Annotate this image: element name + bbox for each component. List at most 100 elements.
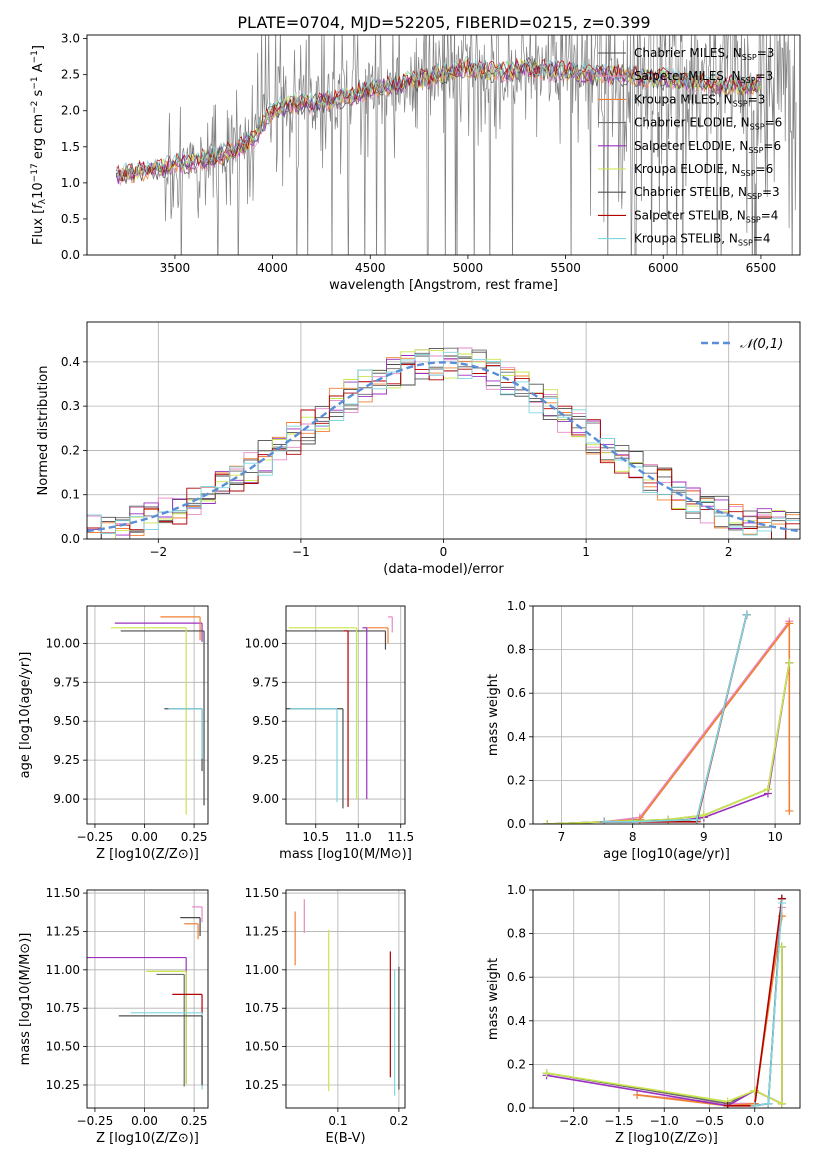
axes-frame [285, 889, 406, 1109]
y-tick-label: 9.75 [252, 675, 279, 689]
weight-marker [699, 811, 708, 820]
legend-label-2: Salpeter MILES, NSSP=3 [634, 69, 773, 85]
y-tick-label: 11.00 [245, 963, 279, 977]
plot-area [115, 35, 797, 255]
data-spectrum-line [116, 35, 797, 255]
weight-marker [600, 817, 609, 824]
weight-marker [785, 806, 794, 815]
y-tick-label: 1.0 [507, 599, 526, 613]
x-tick-label: −0.5 [695, 1114, 724, 1128]
y-tick-label: 10.00 [46, 636, 80, 650]
x-tick-label: 0.25 [181, 1114, 208, 1128]
y-tick-label: 0.0 [507, 1101, 526, 1115]
weight-marker [633, 1090, 642, 1099]
y-tick-label: 10.50 [245, 1040, 279, 1054]
x-axis-label: Z [log10(Z/Z⊙)] [615, 1131, 718, 1146]
y-tick-label: 9.00 [252, 792, 279, 806]
weight-marker [628, 817, 637, 824]
panel-spectrum: 3500 4000 4500 5000 5500 6000 6500 0.0 0.5 1.0 1.5… [30, 32, 801, 293]
weight-marker [777, 1099, 786, 1108]
x-tick-label: −1.5 [604, 1114, 633, 1128]
panel-mass-vs-EBV: 0.1 0.2 10.25 10.50 10.75 11.00 11.25 11.50 E(B-… [245, 886, 409, 1146]
y-tick-label: 0.1 [61, 488, 80, 502]
x-tick-label: −1 [292, 545, 310, 559]
y-tick-label: 0.4 [507, 1014, 526, 1028]
x-tick-label: −1.0 [650, 1114, 679, 1128]
legend-label-8: Salpeter STELIB, NSSP=4 [634, 208, 778, 224]
y-tick-label: 0.8 [507, 927, 526, 941]
x-tick-label: 4500 [355, 261, 386, 275]
legend-label-3: Kroupa MILES, NSSP=3 [634, 92, 765, 108]
x-tick-label: −2 [149, 545, 167, 559]
y-tick-label: 11.50 [245, 886, 279, 900]
x-tick-label: 0.1 [328, 1114, 347, 1128]
x-tick-label: 0.00 [131, 830, 158, 844]
plot-area [294, 899, 400, 1096]
x-tick-label: 5500 [550, 261, 581, 275]
y-axis-label: Normed distribution [36, 366, 51, 496]
x-tick-label: 11.5 [387, 830, 414, 844]
weight-marker [750, 1101, 759, 1108]
y-axis-label: mass weight [486, 958, 501, 1040]
y-tick-label: 0.3 [61, 399, 80, 413]
y-tick-label: 0.0 [61, 248, 80, 262]
axes-frame [86, 605, 209, 825]
x-tick-label: 0.25 [181, 830, 208, 844]
legend-label-5: Salpeter ELODIE, NSSP=6 [634, 139, 781, 155]
x-tick-label: 0.0 [745, 1114, 764, 1128]
x-tick-label: 6000 [648, 261, 679, 275]
y-tick-label: 9.50 [53, 714, 80, 728]
y-tick-label: 0.4 [61, 355, 80, 369]
weight-marker [785, 658, 794, 667]
y-axis-label: age [log10(age/yr)] [18, 652, 33, 779]
y-tick-label: 1.0 [507, 883, 526, 897]
y-tick-label: 11.25 [245, 924, 279, 938]
model-line-9 [115, 55, 762, 180]
legend-label-9: Kroupa STELIB, NSSP=4 [634, 232, 771, 248]
weight-marker [692, 815, 701, 824]
y-tick-label: 3.0 [61, 32, 80, 46]
y-tick-label: 0.8 [507, 643, 526, 657]
x-axis-label: wavelength [Angstrom, rest frame] [329, 278, 558, 293]
x-tick-label: −0.25 [77, 830, 114, 844]
x-axis-label: mass [log10(M/M⊙)] [279, 847, 412, 862]
y-tick-label: 9.50 [252, 714, 279, 728]
x-axis-label: E(B-V) [325, 1131, 365, 1146]
legend-label-7: Chabrier STELIB, NSSP=3 [634, 185, 780, 201]
figure-title: PLATE=0704, MJD=52205, FIBERID=0215, z=0… [237, 13, 650, 32]
y-tick-label: 10.25 [46, 1078, 80, 1092]
weight-marker [742, 610, 751, 619]
y-tick-label: 10.25 [245, 1078, 279, 1092]
plot-area [542, 894, 786, 1108]
panel-mass-weight-vs-Z: −2.0 −1.5 −1.0 −0.5 0.0 0.0 0.2 0.4 0.6 0.8 1.0 Z [… [486, 883, 801, 1146]
x-axis-label: Z [log10(Z/Z⊙)] [96, 847, 199, 862]
weight-line-6 [547, 662, 791, 824]
x-tick-label: 0.00 [131, 1114, 158, 1128]
plot-area [87, 347, 800, 539]
y-tick-label: 9.00 [53, 792, 80, 806]
y-tick-label: 2.0 [61, 104, 80, 118]
x-tick-label: 2 [725, 545, 733, 559]
y-axis-label: mass weight [486, 674, 501, 756]
x-tick-label: 0 [440, 545, 448, 559]
legend-label: 𝒩(0,1) [740, 337, 783, 352]
panel-age-vs-mass: 10.5 11.0 11.5 9.00 9.25 9.50 9.75 10.00 mass [l… [245, 605, 414, 862]
x-tick-label: 6500 [746, 261, 777, 275]
y-axis-label: mass [log10(M/M⊙)] [18, 933, 33, 1066]
panel-age-vs-Z: −0.25 0.00 0.25 9.00 9.25 9.50 9.75 10.00 Z [log… [18, 605, 209, 862]
y-tick-label: 10.50 [46, 1040, 80, 1054]
x-tick-label: 3500 [160, 261, 191, 275]
weight-marker [543, 820, 552, 824]
axes-frame [532, 605, 801, 825]
normal-curve [87, 361, 800, 533]
y-tick-label: 11.00 [46, 963, 80, 977]
panel-residuals: −2 −1 0 1 2 0.0 0.1 0.2 0.3 0.4 (data-model)/error… [36, 321, 801, 577]
y-tick-label: 10.75 [46, 1001, 80, 1015]
axes-frame [86, 889, 209, 1109]
weight-marker [785, 619, 794, 628]
y-tick-label: 10.75 [245, 1001, 279, 1015]
y-tick-label: 0.0 [61, 532, 80, 546]
weight-line-3 [637, 916, 783, 1107]
legend-label-4: Chabrier ELODIE, NSSP=6 [634, 116, 782, 132]
model-line-6 [115, 58, 762, 182]
